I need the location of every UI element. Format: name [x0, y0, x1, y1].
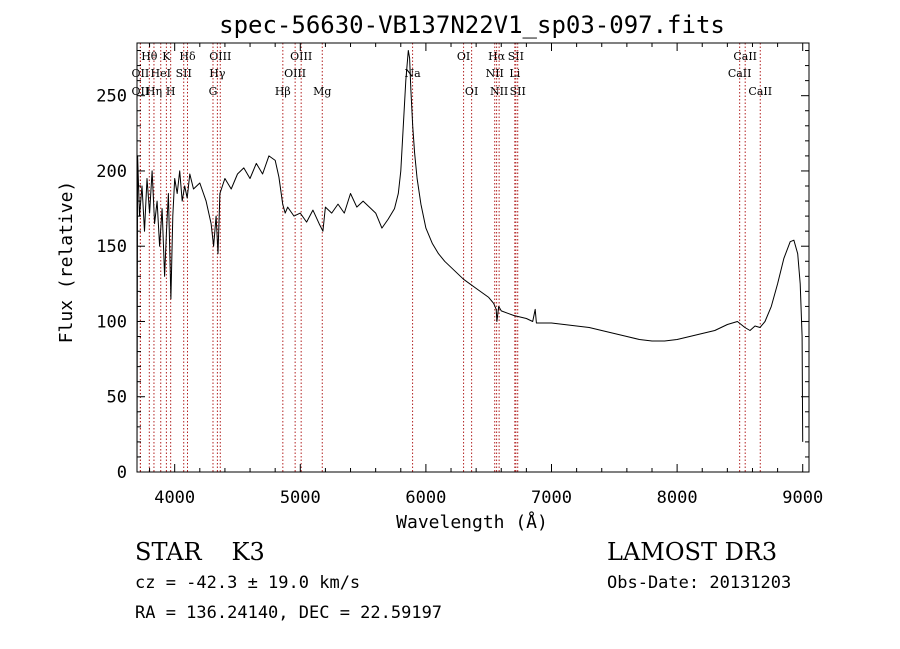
coordinates: RA = 136.24140, DEC = 22.59197 — [135, 603, 443, 623]
marker-label: NII — [486, 67, 504, 80]
marker-label: K — [162, 50, 171, 63]
x-axis-label: Wavelength (Å) — [396, 511, 548, 533]
marker-label: OI — [457, 50, 470, 63]
x-tick-label: 5000 — [280, 488, 321, 508]
x-tick-label: 9000 — [782, 488, 823, 508]
object-class: STAR — [135, 538, 202, 566]
marker-label: OIII — [290, 50, 312, 63]
y-tick-label: 250 — [96, 87, 127, 107]
y-tick-label: 200 — [96, 162, 127, 182]
x-axis: 4000 5000 6000 7000 8000 9000 — [149, 43, 823, 508]
plot-frame — [136, 42, 810, 473]
marker-label: Na — [404, 67, 421, 80]
marker-label: OIII — [209, 50, 231, 63]
marker-label: CaII — [733, 50, 757, 63]
y-axis: 0 50 100 150 200 250 — [96, 50, 809, 483]
marker-label: Hβ — [275, 85, 291, 98]
marker-label: Hδ — [179, 50, 196, 63]
marker-label: H — [166, 85, 176, 98]
marker-label: SII — [510, 85, 526, 98]
classification: STAR K3 — [135, 538, 265, 566]
marker-label: Hθ — [141, 50, 158, 63]
x-tick-label: 4000 — [154, 488, 195, 508]
marker-label: NII — [490, 85, 508, 98]
x-tick-label: 6000 — [405, 488, 446, 508]
marker-label: OII — [132, 85, 150, 98]
observation-date: Obs-Date: 20131203 — [607, 573, 792, 593]
survey-name: LAMOST DR3 — [607, 538, 778, 566]
x-tick-label: 7000 — [531, 488, 572, 508]
chart-title: spec-56630-VB137N22V1_sp03-097.fits — [219, 11, 725, 39]
marker-label: CaII — [748, 85, 772, 98]
marker-label: Li — [509, 67, 520, 80]
x-tick-label: 8000 — [657, 488, 698, 508]
y-axis-label: Flux (relative) — [56, 181, 77, 344]
marker-label: CaII — [728, 67, 752, 80]
marker-label: G — [209, 85, 218, 98]
object-subclass: K3 — [231, 538, 265, 566]
marker-label: SII — [508, 50, 524, 63]
marker-label: Mg — [313, 85, 331, 98]
marker-label: OIII — [284, 67, 306, 80]
spectrum-line — [136, 50, 804, 465]
marker-label: SII — [176, 67, 192, 80]
marker-label: Hα — [488, 50, 506, 63]
y-tick-label: 50 — [107, 388, 127, 408]
marker-label: HeI — [151, 67, 171, 80]
y-tick-label: 100 — [96, 312, 127, 332]
y-tick-label: 0 — [117, 463, 127, 483]
marker-label: OII — [132, 67, 150, 80]
radial-velocity: cz = -42.3 ± 19.0 km/s — [135, 573, 361, 593]
y-tick-label: 150 — [96, 237, 127, 257]
marker-label: Hη — [146, 85, 162, 98]
marker-label: OI — [465, 85, 478, 98]
marker-label: Hγ — [209, 67, 226, 80]
